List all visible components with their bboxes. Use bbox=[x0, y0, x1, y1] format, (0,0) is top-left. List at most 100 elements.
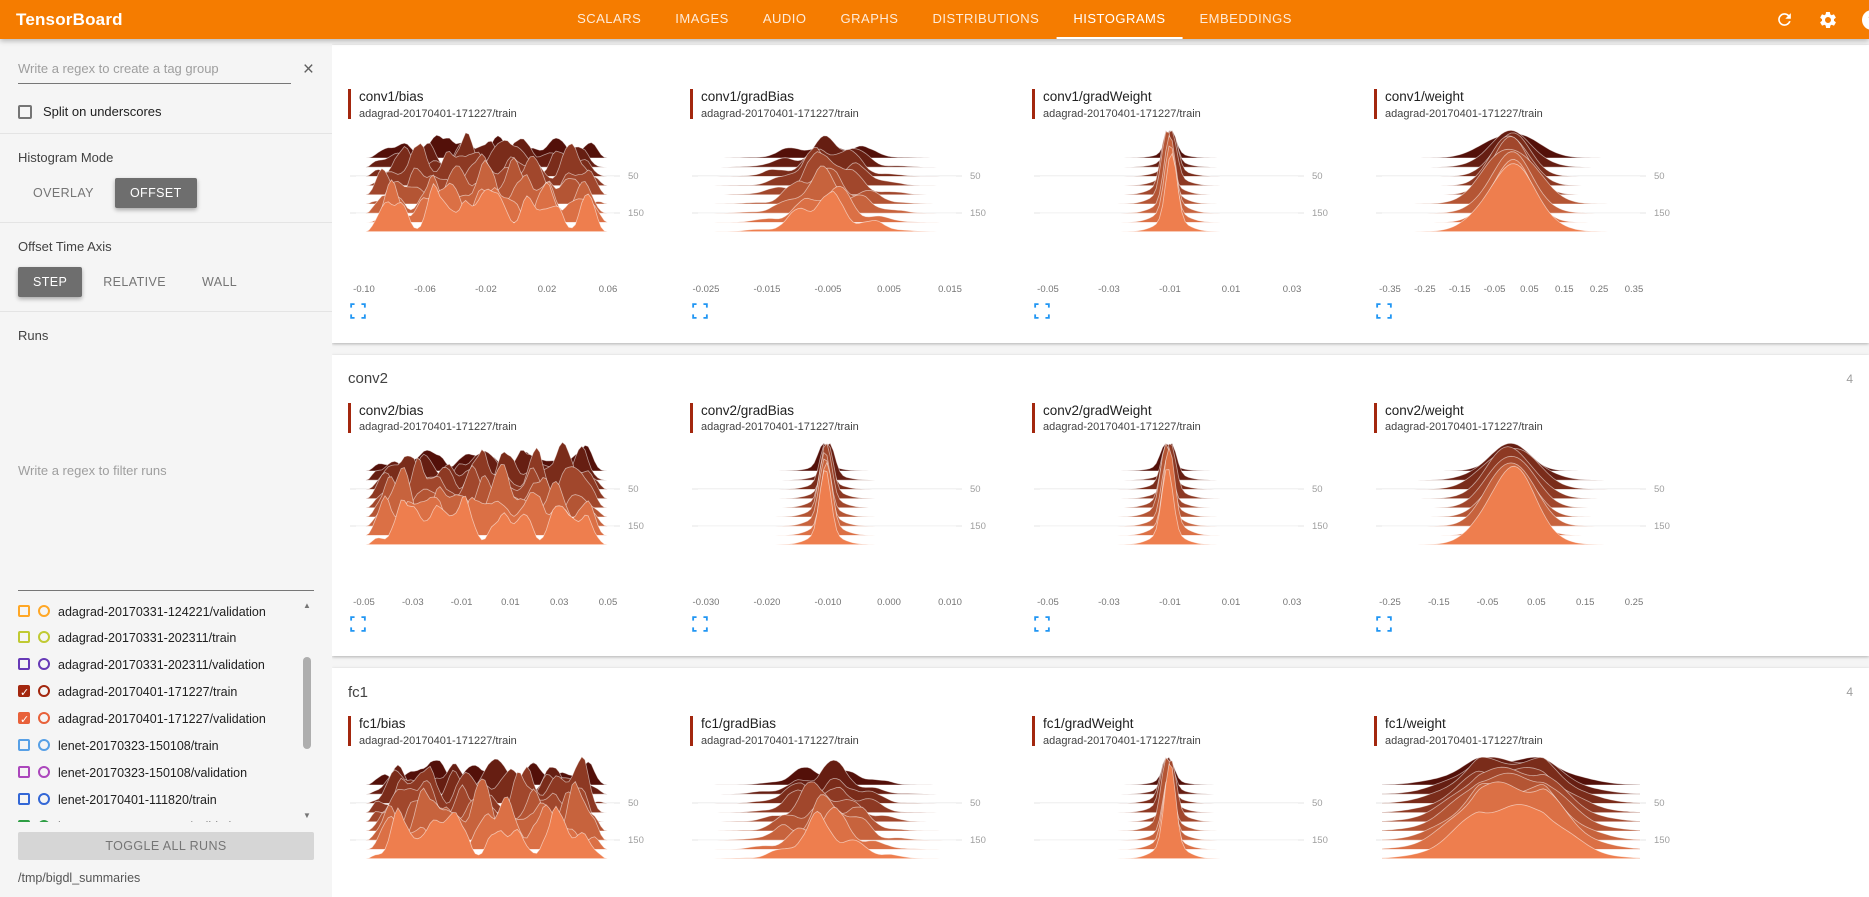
tab-scalars[interactable]: SCALARS bbox=[577, 11, 642, 26]
run-checkbox[interactable] bbox=[18, 792, 30, 805]
run-checkbox[interactable] bbox=[18, 819, 30, 822]
button-offset[interactable]: OFFSET bbox=[114, 178, 197, 208]
run-item[interactable]: lenet-20170323-150108/train bbox=[18, 733, 296, 760]
expand-icon[interactable] bbox=[1034, 302, 1050, 319]
split-underscores-checkbox[interactable]: Split on underscores bbox=[18, 104, 314, 119]
run-radio-icon[interactable] bbox=[38, 765, 50, 778]
tab-embeddings[interactable]: EMBEDDINGS bbox=[1199, 11, 1292, 26]
run-radio-icon[interactable] bbox=[38, 712, 50, 724]
x-tick-label: -0.15 bbox=[1449, 284, 1471, 295]
run-checkbox[interactable] bbox=[18, 631, 30, 644]
tab-audio[interactable]: AUDIO bbox=[762, 11, 807, 26]
run-item[interactable]: ✓ adagrad-20170401-171227/validation bbox=[18, 706, 296, 733]
gear-icon[interactable] bbox=[1818, 10, 1838, 30]
x-tick-label: -0.03 bbox=[1098, 597, 1120, 608]
scroll-up-icon[interactable]: ▲ bbox=[303, 600, 311, 610]
run-checkbox[interactable] bbox=[18, 658, 30, 671]
histogram-chart[interactable]: 50 150 -0.05 -0.03 -0.01 0.01 0.03 bbox=[1032, 439, 1348, 611]
run-checkbox[interactable] bbox=[18, 738, 30, 751]
run-radio-icon[interactable] bbox=[38, 738, 50, 751]
button-wall[interactable]: WALL bbox=[201, 275, 238, 289]
run-item[interactable]: lenet-20170323-150108/validation bbox=[18, 760, 296, 787]
run-radio-icon[interactable] bbox=[38, 658, 50, 671]
card-header: conv2/weight adagrad-20170401-171227/trai… bbox=[1374, 402, 1706, 433]
tab-graphs[interactable]: GRAPHS bbox=[840, 11, 899, 26]
help-icon[interactable]: ? bbox=[1862, 9, 1869, 30]
x-tick-label: 0.02 bbox=[538, 284, 557, 295]
y-tick-label: 50 bbox=[1312, 484, 1323, 495]
content: × Split on underscores Histogram Mode OV… bbox=[0, 39, 1869, 897]
run-item[interactable]: adagrad-20170331-202311/validation bbox=[18, 652, 296, 679]
expand-icon[interactable] bbox=[1376, 302, 1392, 319]
card-titles: fc1/weight adagrad-20170401-171227/train bbox=[1385, 716, 1543, 747]
run-checkbox[interactable] bbox=[18, 604, 30, 617]
expand-icon[interactable] bbox=[350, 616, 366, 632]
histogram-chart[interactable]: 50 150 -0.05 -0.03 -0.01 0.01 0.03 0.05 bbox=[348, 439, 664, 611]
histogram-chart[interactable]: 50 150 -0.10 -0.06 -0.02 0.02 0.06 bbox=[348, 126, 664, 298]
card-title: conv2/gradWeight bbox=[1043, 402, 1152, 418]
histogram-chart[interactable]: 50 150 -0.030 -0.020 -0.010 0.000 0.010 bbox=[690, 439, 1006, 611]
card-header: conv1/weight adagrad-20170401-171227/trai… bbox=[1374, 89, 1706, 120]
close-icon[interactable]: × bbox=[302, 59, 314, 80]
card-header: fc1/gradWeight adagrad-20170401-171227/tr… bbox=[1032, 716, 1364, 747]
section-title[interactable]: fc1 bbox=[348, 683, 369, 701]
card-run-name: adagrad-20170401-171227/train bbox=[701, 734, 859, 747]
run-radio-icon[interactable] bbox=[38, 685, 50, 698]
tab-distributions[interactable]: DISTRIBUTIONS bbox=[932, 11, 1040, 26]
toggle-all-runs-button[interactable]: TOGGLE ALL RUNS bbox=[18, 832, 314, 860]
button-overlay[interactable]: OVERLAY bbox=[33, 186, 94, 200]
section-title[interactable]: conv2 bbox=[348, 370, 389, 388]
tab-histograms[interactable]: HISTOGRAMS bbox=[1056, 0, 1183, 39]
histogram-chart[interactable]: 50 150 -0.35 -0.25 -0.15 -0.05 0.05 0.15 0.25 0.3… bbox=[1374, 126, 1690, 298]
offset-axis-label: Offset Time Axis bbox=[18, 239, 112, 254]
run-item[interactable]: lenet-20170401-111820/validation bbox=[18, 814, 296, 822]
histogram-chart[interactable]: 50 150 bbox=[690, 753, 1006, 897]
run-checkbox[interactable] bbox=[18, 765, 30, 778]
expand-icon[interactable] bbox=[692, 302, 708, 319]
run-item[interactable]: ✓ adagrad-20170401-171227/train bbox=[18, 679, 296, 706]
expand-icon[interactable] bbox=[1376, 616, 1392, 632]
y-tick-label: 150 bbox=[628, 208, 644, 219]
card-title: conv1/bias bbox=[359, 89, 424, 104]
histogram-chart[interactable]: 50 150 bbox=[1374, 753, 1690, 897]
run-radio-icon[interactable] bbox=[38, 631, 50, 644]
button-step[interactable]: STEP bbox=[18, 267, 83, 297]
y-tick-label: 150 bbox=[1312, 208, 1328, 219]
run-color-bar bbox=[690, 716, 693, 747]
card-header: conv2/gradBias adagrad-20170401-171227/tr… bbox=[690, 402, 1022, 433]
run-checkbox[interactable]: ✓ bbox=[18, 712, 30, 726]
y-tick-label: 50 bbox=[1654, 171, 1665, 182]
button-relative[interactable]: RELATIVE bbox=[103, 275, 166, 289]
histogram-chart[interactable]: 50 150 bbox=[348, 753, 664, 897]
fullscreen-corners-svg bbox=[692, 616, 708, 632]
histogram-chart[interactable]: 50 150 -0.025 -0.015 -0.005 0.005 0.015 bbox=[690, 126, 1006, 298]
run-checkbox[interactable]: ✓ bbox=[18, 685, 30, 700]
scroll-down-icon[interactable]: ▼ bbox=[303, 811, 311, 820]
expand-icon[interactable] bbox=[1034, 616, 1050, 632]
expand-icon[interactable] bbox=[692, 616, 708, 632]
histogram-chart[interactable]: 50 150 bbox=[1032, 753, 1348, 897]
run-radio-icon[interactable] bbox=[38, 604, 50, 617]
expand-icon[interactable] bbox=[350, 302, 366, 319]
checkbox-icon bbox=[18, 104, 32, 119]
runs-scrollbar[interactable]: ▲ ▼ bbox=[300, 600, 314, 820]
run-item[interactable]: lenet-20170401-111820/train bbox=[18, 787, 296, 814]
card-header: fc1/bias adagrad-20170401-171227/train bbox=[348, 716, 680, 747]
runs-filter-input[interactable] bbox=[18, 353, 314, 591]
run-radio-icon[interactable] bbox=[38, 792, 50, 805]
run-radio-icon[interactable] bbox=[38, 819, 50, 822]
run-item[interactable]: adagrad-20170331-202311/train bbox=[18, 625, 296, 652]
y-tick-label: 150 bbox=[1654, 208, 1670, 219]
scrollbar-thumb[interactable] bbox=[303, 656, 311, 749]
run-label: lenet-20170323-150108/validation bbox=[58, 765, 248, 780]
histogram-chart[interactable]: 50 150 -0.05 -0.03 -0.01 0.01 0.03 bbox=[1032, 126, 1348, 298]
section-header: conv2 4 bbox=[348, 355, 1853, 403]
histogram-card: fc1/gradBias adagrad-20170401-171227/trai… bbox=[690, 716, 1022, 897]
run-item[interactable]: adagrad-20170331-124221/validation bbox=[18, 599, 296, 626]
tag-regex-input[interactable] bbox=[18, 55, 291, 84]
tab-images[interactable]: IMAGES bbox=[675, 11, 729, 26]
histogram-chart[interactable]: 50 150 -0.25 -0.15 -0.05 0.05 0.15 0.25 bbox=[1374, 439, 1690, 611]
refresh-icon[interactable] bbox=[1774, 10, 1794, 30]
histogram-card: fc1/gradWeight adagrad-20170401-171227/tr… bbox=[1032, 716, 1364, 897]
ridge-path bbox=[1382, 465, 1640, 546]
